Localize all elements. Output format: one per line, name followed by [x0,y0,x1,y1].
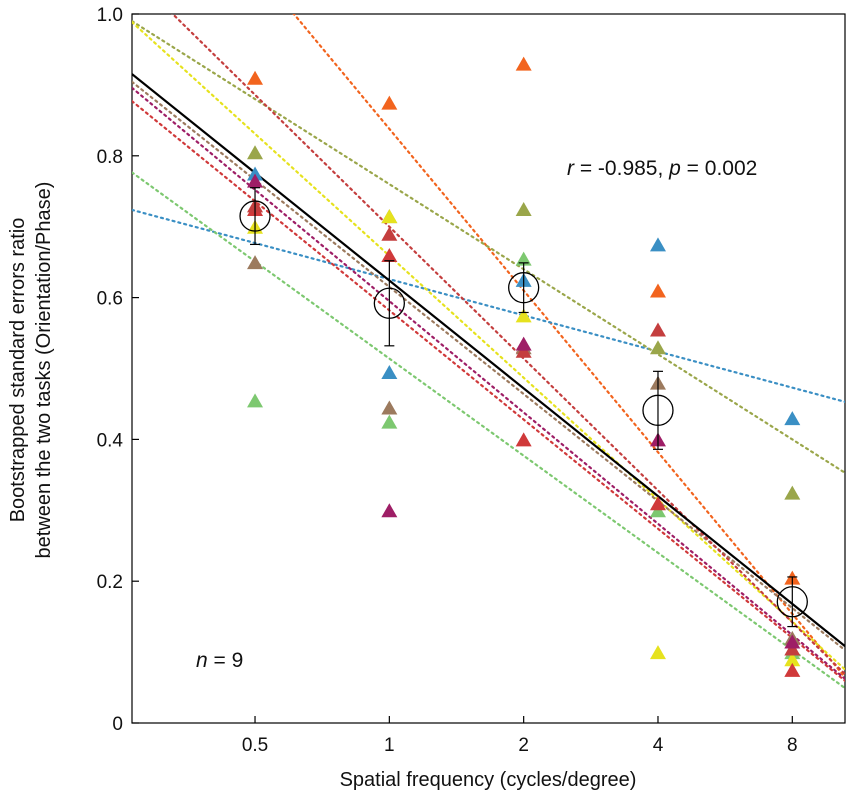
subject-olive-point-4 [784,485,801,500]
subject-green-point-0 [247,393,264,408]
subject-crimson-fit-line [171,14,845,676]
fit-lines-layer [132,14,845,690]
subject-orange-point-2 [515,56,532,71]
mean-marker-0 [239,200,271,232]
n-symbol: n [196,649,208,672]
y-axis-label: Bootstrapped standard errors ratio betwe… [7,182,55,559]
p-symbol: p [668,157,681,180]
n-annotation: n = 9 [196,649,243,672]
subject-red-point-2 [515,432,532,447]
subject-purple-fit-line [132,86,845,680]
y-axis-label-line-2: between the two tasks (Orientation/Phase… [33,182,55,559]
subject-yellow-point-4 [784,652,801,667]
x-tick-label-1: 1 [384,735,395,756]
subject-orange-point-3 [649,283,666,298]
subject-red-fit-line [132,100,845,682]
subject-olive-point-3 [649,340,666,355]
y-tick-label-5: 1.0 [97,5,123,26]
r-symbol: r [567,157,575,180]
subject-crimson-point-2 [515,343,532,358]
p-value-text: = 0.002 [681,157,757,180]
x-axis-label: Spatial frequency (cycles/degree) [340,769,637,791]
subject-red-point-4 [784,662,801,677]
mean-marker-1 [373,287,405,319]
subject-orange-point-1 [381,95,398,110]
y-tick-label-0: 0 [112,714,123,735]
plot-frame [131,13,846,724]
subject-brown-point-1 [381,400,398,415]
subject-blue-point-3 [649,237,666,252]
y-tick-label-1: 0.2 [97,572,123,593]
subject-crimson-point-1 [381,226,398,241]
mean-marker-2 [508,272,540,304]
subject-green-fit-line [132,171,845,690]
x-tick-label-3: 4 [653,735,664,756]
subject-blue-point-0 [247,166,264,181]
y-tick-label-2: 0.4 [97,430,124,451]
subject-green-point-1 [381,414,398,429]
subject-crimson-point-3 [649,322,666,337]
x-tick-label-2: 2 [518,735,529,756]
subject-orange-point-0 [247,70,264,85]
subject-orange-fit-line [292,14,845,679]
subject-blue-point-1 [381,365,398,380]
mean-marker-3 [642,394,674,426]
y-tick-label-3: 0.6 [97,289,123,310]
x-tick-label-4: 8 [787,735,798,756]
mean-points-layer [239,187,808,628]
subject-purple-point-4 [784,634,801,649]
subject-yellow-fit-line [132,21,845,671]
subject-brown-point-0 [247,255,264,270]
subject-olive-point-2 [515,201,532,216]
subject-yellow-point-1 [381,209,398,224]
mean-marker-4 [776,586,808,618]
subject-blue-point-4 [784,411,801,426]
subject-yellow-point-2 [515,308,532,323]
subject-olive-point-0 [247,145,264,160]
subject-blue-fit-line [132,208,845,403]
subject-green-point-3 [649,503,666,518]
subject-purple-point-2 [515,336,532,351]
subject-red-point-1 [381,248,398,263]
subject-crimson-point-4 [784,641,801,656]
subject-purple-point-0 [247,173,264,188]
r-value-text: = -0.985, [574,157,669,180]
n-value-text: = 9 [208,649,244,672]
group-fit-layer [132,73,845,648]
axis-ticks-layer: 0.5 1 2 4 8 0 0.2 0.4 0.6 0.8 1.0 [97,5,798,756]
subject-green-point-2 [515,251,532,266]
subject-olive-fit-line [132,20,845,474]
subject-purple-point-1 [381,503,398,518]
correlation-annotation: r = -0.985, p = 0.002 [567,157,757,180]
y-axis-label-line-1: Bootstrapped standard errors ratio [7,218,29,523]
y-tick-label-4: 0.8 [97,147,123,168]
subject-red-point-3 [649,496,666,511]
x-tick-label-0: 0.5 [242,735,268,756]
subject-yellow-point-3 [649,645,666,660]
group-fit-line [132,73,845,648]
